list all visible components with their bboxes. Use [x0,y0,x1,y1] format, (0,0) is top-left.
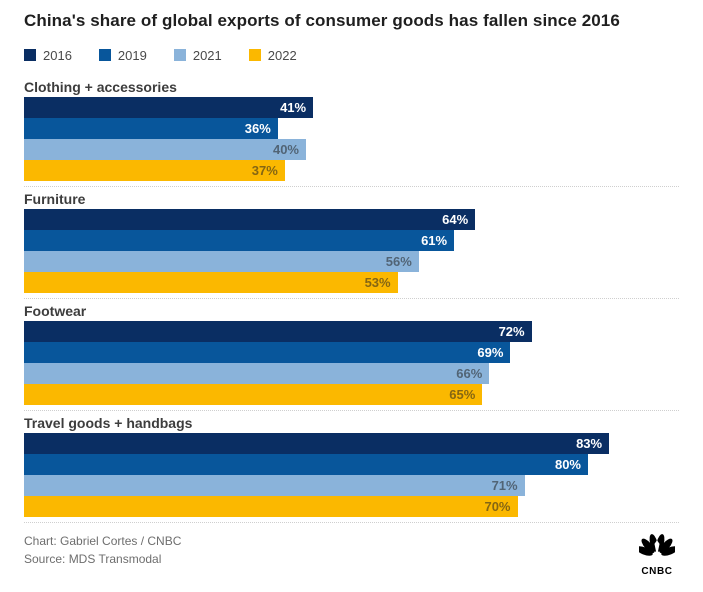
bar-row: 36% [24,118,679,139]
chart-credit: Chart: Gabriel Cortes / CNBC [24,534,182,548]
bar-value-label: 72% [498,324,525,339]
bar-row: 70% [24,496,679,517]
bar: 53% [24,272,398,293]
bar-value-label: 80% [554,457,581,472]
category-group: Footwear 72% 69% 66% 65% [24,298,679,410]
bar: 71% [24,475,525,496]
legend-item: 2016 [24,48,72,63]
category-label: Travel goods + handbags [24,415,193,431]
legend-label: 2021 [192,47,222,63]
legend-label: 2022 [267,47,297,63]
legend-swatch [173,49,186,61]
bar: 65% [24,384,483,405]
bar-row: 53% [24,272,679,293]
bar-value-label: 41% [280,100,307,115]
bar: 69% [24,342,511,363]
chart-source: Source: MDS Transmodal [24,552,162,566]
bar-value-label: 71% [491,478,518,493]
legend-label: 2019 [117,47,147,63]
cnbc-logo-text: CNBC [641,566,673,577]
bar: 36% [24,118,278,139]
credits: Chart: Gabriel Cortes / CNBC Source: MDS… [24,532,181,568]
bar-row: 37% [24,160,679,181]
bar: 80% [24,454,588,475]
bar: 72% [24,321,532,342]
bar-value-label: 83% [576,436,603,451]
bar-value-label: 65% [449,387,476,402]
bar: 41% [24,97,314,118]
footer: Chart: Gabriel Cortes / CNBC Source: MDS… [24,522,679,577]
bar: 83% [24,433,610,454]
bar-group: 72% 69% 66% 65% [24,321,679,405]
legend-swatch [98,49,111,61]
bar-row: 80% [24,454,679,475]
bar: 70% [24,496,518,517]
bar-row: 61% [24,230,679,251]
category-group: Clothing + accessories 41% 36% 40% 37% [24,78,679,186]
bar-row: 83% [24,433,679,454]
bar-value-label: 66% [456,366,483,381]
category-label: Furniture [24,191,86,207]
category-label: Footwear [24,303,87,319]
bar-value-label: 64% [442,212,469,227]
bar-row: 40% [24,139,679,160]
legend-item: 2019 [98,47,147,63]
bar: 61% [24,230,455,251]
bar: 64% [24,209,476,230]
category-group: Furniture 64% 61% 56% 53% [24,186,679,298]
bar-group: 64% 61% 56% 53% [24,209,679,293]
category-label: Clothing + accessories [24,79,177,95]
bar: 40% [24,139,306,160]
bar-value-label: 40% [272,142,299,157]
bar-value-label: 56% [385,254,412,269]
chart-body: China's share of global exports of consu… [24,11,679,522]
chart-title: China's share of global exports of consu… [24,11,620,30]
bar-row: 65% [24,384,679,405]
bar-group: 83% 80% 71% 70% [24,433,679,517]
legend: 2016 2019 2021 2022 [24,47,679,63]
bar: 56% [24,251,419,272]
bar-row: 56% [24,251,679,272]
bar-value-label: 53% [364,275,391,290]
legend-label: 2016 [43,47,72,63]
bar-group: 41% 36% 40% 37% [24,97,679,181]
bar-row: 72% [24,321,679,342]
bar: 37% [24,160,285,181]
bar-row: 64% [24,209,679,230]
legend-swatch [248,49,261,61]
bar-row: 69% [24,342,679,363]
legend-swatch [24,49,36,61]
bar-row: 41% [24,97,679,118]
bar-value-label: 70% [484,499,511,514]
bar: 66% [24,363,490,384]
legend-item: 2022 [248,47,297,63]
legend-item: 2021 [173,47,222,63]
bar-value-label: 37% [251,163,278,178]
cnbc-logo: CNBC [635,533,679,577]
bar-value-label: 69% [477,345,504,360]
bar-row: 66% [24,363,679,384]
bar-value-label: 61% [421,233,448,248]
bar-value-label: 36% [244,121,271,136]
groups: Clothing + accessories 41% 36% 40% 37% Furnit… [24,78,679,522]
category-group: Travel goods + handbags 83% 80% 71% 70% [24,410,679,522]
peacock-icon [635,534,679,557]
bar-row: 71% [24,475,679,496]
